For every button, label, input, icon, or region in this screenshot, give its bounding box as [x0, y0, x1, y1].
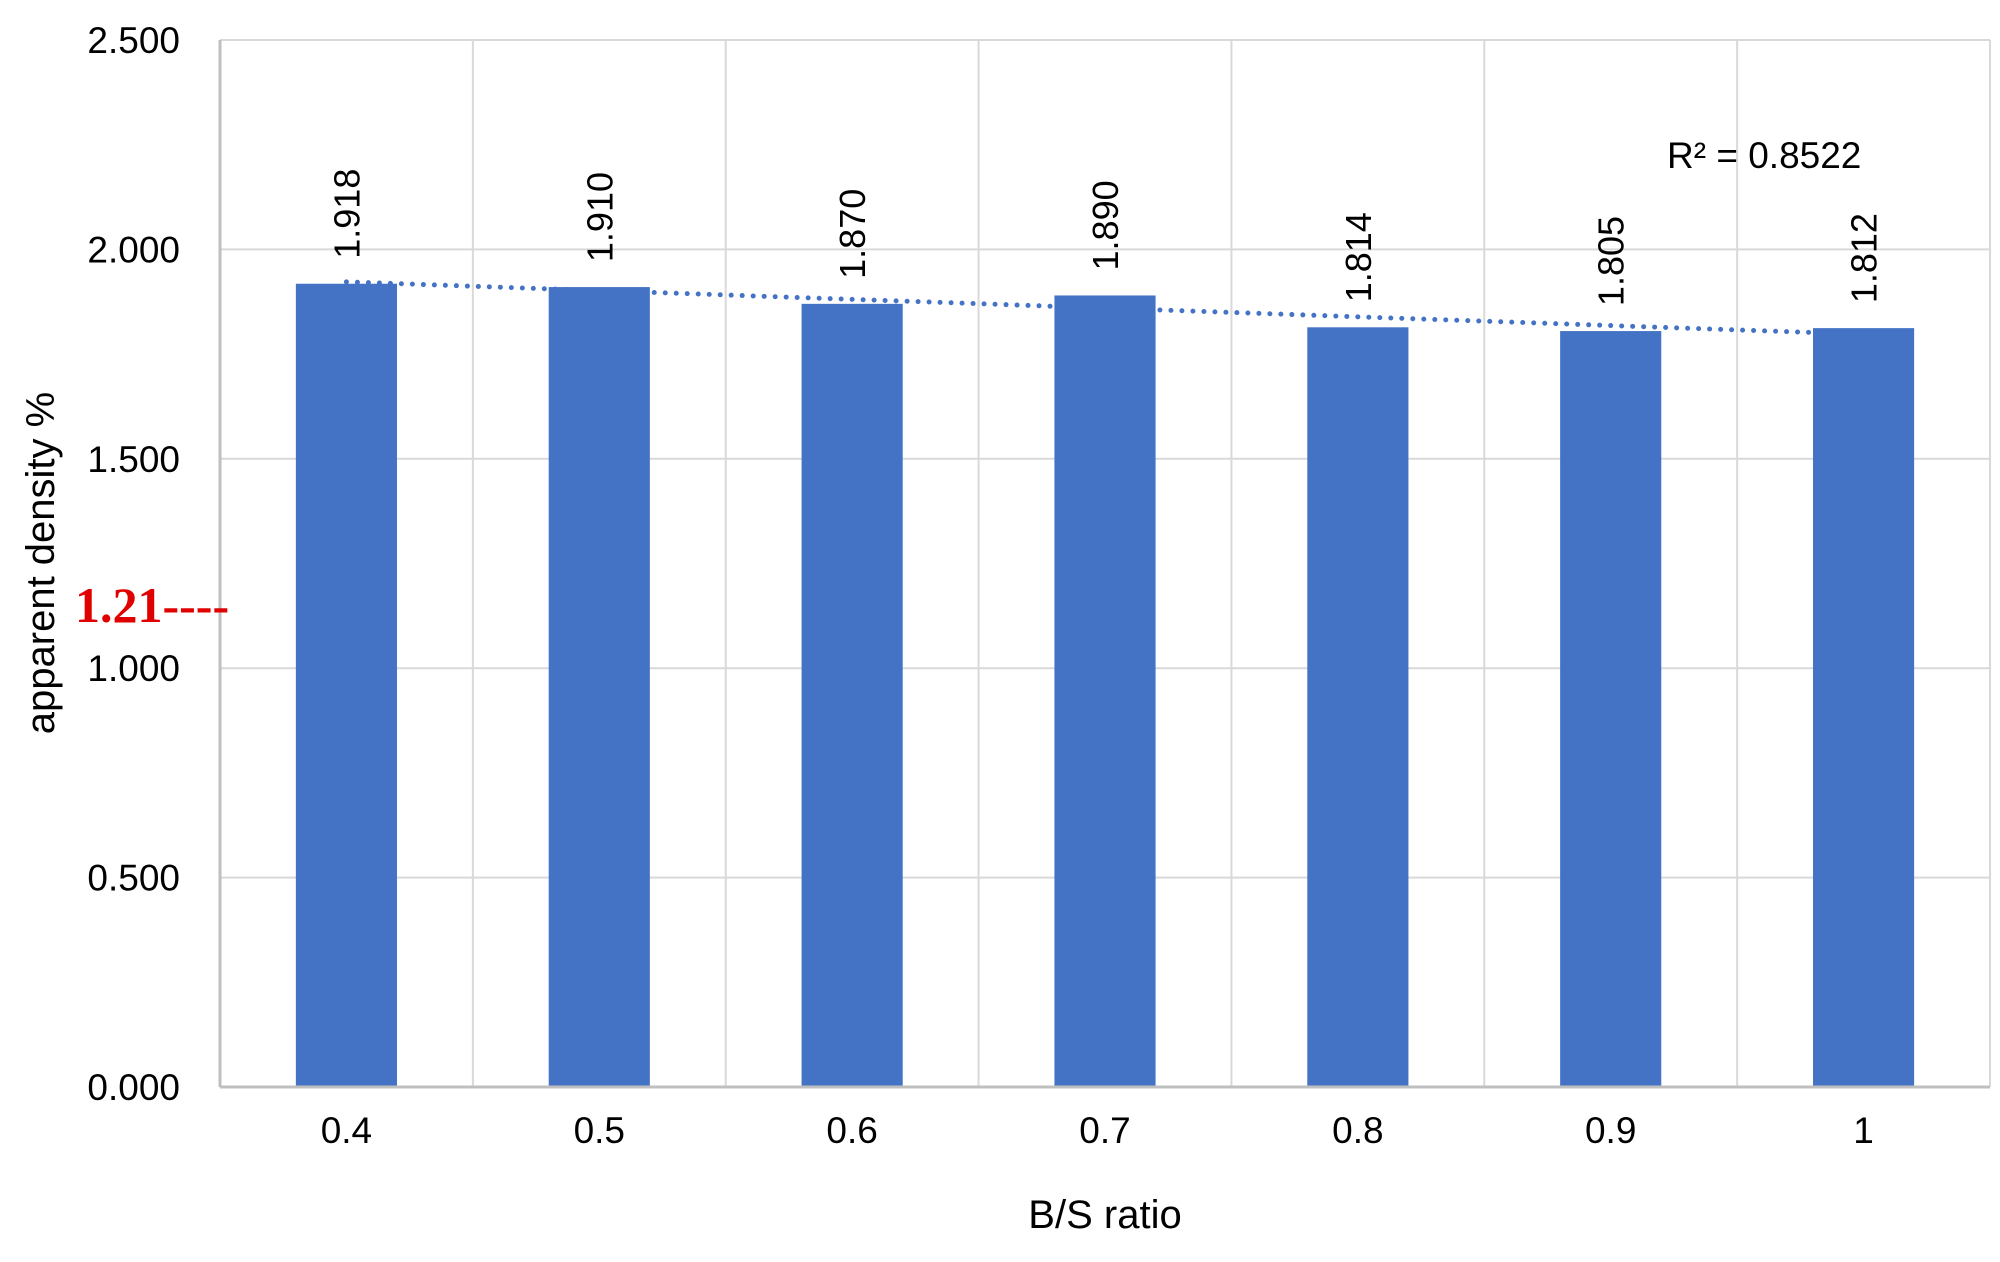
- y-axis-title: apparent density %: [19, 392, 63, 734]
- y-tick-label: 1.500: [87, 439, 180, 480]
- x-tick-label: 0.4: [321, 1110, 372, 1151]
- trendline: [343, 279, 1867, 337]
- red-annotation-label: 1.21----: [75, 577, 229, 633]
- data-label: 1.814: [1338, 212, 1379, 302]
- y-tick-label: 0.500: [87, 858, 180, 899]
- y-tick-label: 1.000: [87, 648, 180, 689]
- x-tick-label: 1: [1853, 1110, 1874, 1151]
- data-label: 1.918: [326, 169, 367, 259]
- bar: [1813, 328, 1915, 1087]
- axes: 0.000 0.500 1.000 1.500 2.000 2.500 0.4 0.5 0.6 0…: [87, 20, 1990, 1151]
- x-tick-label: 0.8: [1332, 1110, 1383, 1151]
- y-tick-label: 0.000: [87, 1067, 180, 1108]
- data-label: 1.870: [832, 189, 873, 279]
- bar: [1560, 331, 1662, 1087]
- x-axis-title: B/S ratio: [1028, 1193, 1181, 1237]
- data-label: 1.890: [1085, 180, 1126, 270]
- data-label: 1.805: [1591, 216, 1632, 306]
- bar: [295, 283, 397, 1088]
- bar: [548, 287, 650, 1087]
- y-tick-label: 2.000: [87, 229, 180, 270]
- x-tick-label: 0.7: [1079, 1110, 1130, 1151]
- data-label: 1.910: [579, 172, 620, 262]
- trendline-path: [343, 279, 1867, 337]
- x-tick-label: 0.6: [826, 1110, 877, 1151]
- bar: [1054, 295, 1156, 1087]
- r-squared-label: R² = 0.8522: [1667, 135, 1861, 176]
- bar: [801, 303, 903, 1087]
- data-label: 1.812: [1844, 213, 1885, 303]
- y-tick-label: 2.500: [87, 20, 180, 61]
- x-tick-label: 0.9: [1585, 1110, 1636, 1151]
- bars: [295, 283, 1915, 1088]
- x-tick-label: 0.5: [574, 1110, 625, 1151]
- data-labels: 1.918 1.910 1.870 1.890 1.814 1.805 1.812: [326, 169, 1884, 306]
- bar: [1307, 327, 1409, 1087]
